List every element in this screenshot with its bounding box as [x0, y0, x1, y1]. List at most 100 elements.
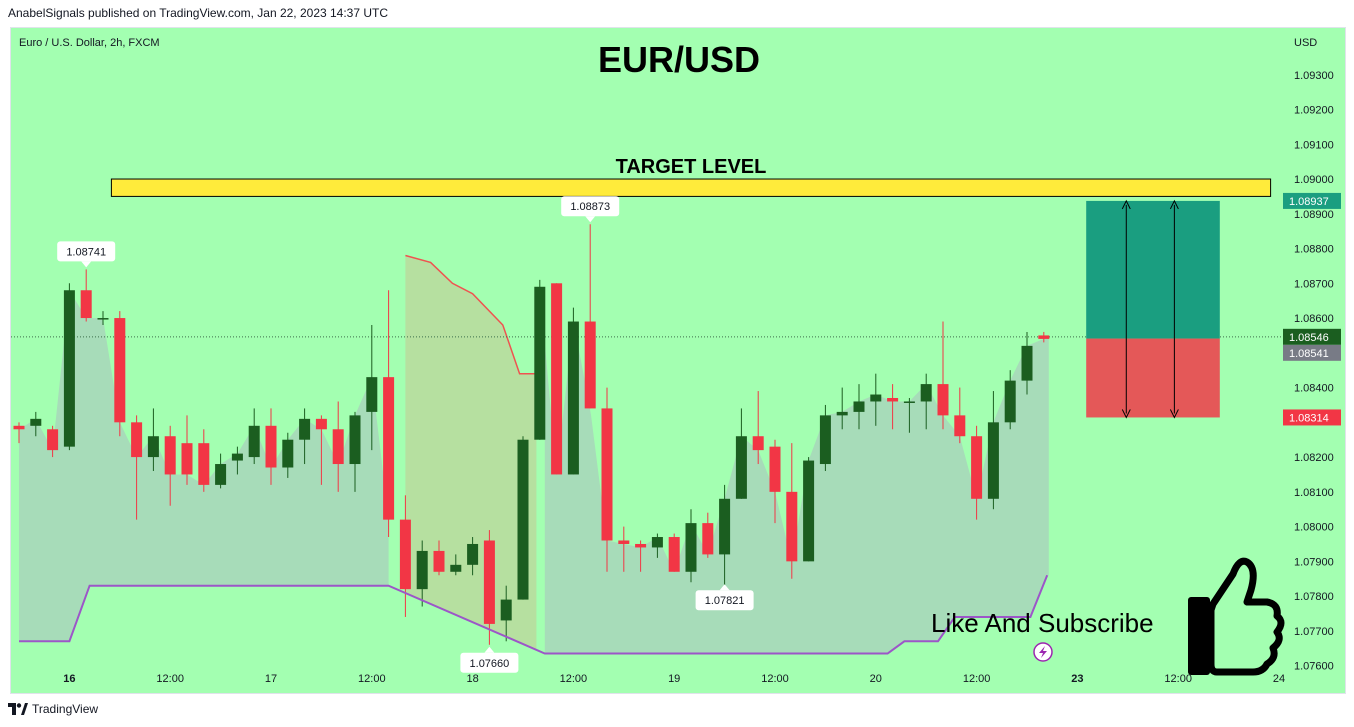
stop-loss-zone[interactable]	[1086, 338, 1220, 418]
candle[interactable]	[903, 397, 915, 433]
candle[interactable]	[433, 540, 445, 576]
axis-price-marker: 1.08546	[1283, 328, 1341, 345]
candle-body	[651, 537, 663, 548]
y-tick-label: 1.08000	[1294, 522, 1334, 534]
candle[interactable]	[500, 585, 512, 642]
candle[interactable]	[635, 540, 647, 572]
candle[interactable]	[332, 401, 344, 492]
candle[interactable]	[483, 530, 495, 645]
candle[interactable]	[920, 373, 932, 430]
candle[interactable]	[987, 391, 999, 510]
y-tick-label: 1.08700	[1294, 278, 1334, 290]
candle-body	[517, 439, 529, 600]
candle[interactable]	[584, 224, 596, 409]
target-level[interactable]: TARGET LEVEL	[110, 156, 1272, 197]
candle[interactable]	[735, 408, 747, 499]
candle[interactable]	[416, 540, 428, 607]
candle[interactable]	[651, 533, 663, 558]
candle[interactable]	[870, 373, 882, 426]
candle[interactable]	[853, 384, 865, 430]
candle-body	[265, 425, 277, 468]
chart-panel[interactable]: TARGET LEVEL 1.08741 1.08873 1.07660 1.0782…	[10, 27, 1346, 694]
position-tool[interactable]	[1086, 199, 1220, 419]
candle[interactable]	[349, 411, 361, 492]
candle[interactable]	[534, 279, 546, 440]
candle[interactable]	[685, 509, 697, 583]
price-callout-tip	[585, 216, 596, 223]
candle-body	[47, 429, 59, 451]
candles-layer	[13, 224, 1050, 645]
candle[interactable]	[467, 537, 479, 576]
candle[interactable]	[114, 311, 126, 437]
candle[interactable]	[702, 512, 714, 558]
candlestick-chart[interactable]: TARGET LEVEL 1.08741 1.08873 1.07660 1.0782…	[11, 28, 1345, 693]
candle[interactable]	[752, 391, 764, 465]
candle[interactable]	[971, 425, 983, 520]
candle[interactable]	[601, 387, 613, 572]
candle-body	[181, 443, 193, 475]
footer-brand-label: TradingView	[32, 702, 99, 716]
axis-price-marker: 1.08937	[1283, 192, 1341, 209]
candle[interactable]	[954, 387, 966, 444]
y-tick-label: 1.07600	[1294, 661, 1334, 673]
candle-body	[248, 425, 260, 458]
take-profit-zone[interactable]	[1086, 200, 1220, 339]
candle[interactable]	[265, 408, 277, 485]
target-level-band[interactable]	[110, 178, 1272, 197]
candle[interactable]	[450, 554, 462, 576]
candle[interactable]	[30, 411, 42, 437]
candle[interactable]	[231, 446, 243, 475]
candle[interactable]	[517, 436, 529, 600]
candle[interactable]	[131, 415, 143, 520]
candle[interactable]	[836, 387, 848, 430]
candle[interactable]	[47, 425, 59, 458]
y-tick-label: 1.07700	[1294, 626, 1334, 638]
candle[interactable]	[1038, 331, 1050, 343]
candle[interactable]	[786, 443, 798, 579]
candle[interactable]	[719, 484, 731, 590]
candle[interactable]	[383, 290, 395, 538]
candle[interactable]	[299, 408, 311, 465]
candle[interactable]	[164, 425, 176, 506]
candle[interactable]	[803, 457, 815, 562]
candle[interactable]	[366, 325, 378, 451]
candle[interactable]	[248, 408, 260, 465]
arrow-head-down	[1121, 409, 1131, 419]
subscribe-text: Like And Subscribe	[931, 608, 1154, 638]
lightning-icon[interactable]	[1033, 642, 1053, 662]
axis-marker-bg	[1283, 409, 1341, 426]
candle[interactable]	[13, 422, 25, 444]
candle[interactable]	[399, 495, 411, 617]
candle-body	[702, 523, 714, 555]
candle-body	[416, 550, 428, 590]
candle[interactable]	[1021, 331, 1033, 395]
candle[interactable]	[80, 269, 92, 322]
candle-body	[1004, 380, 1016, 423]
candle[interactable]	[198, 429, 210, 492]
candle[interactable]	[618, 526, 630, 572]
candle[interactable]	[551, 283, 563, 475]
currency-label: USD	[1294, 37, 1317, 49]
candle[interactable]	[315, 415, 327, 485]
candle-body	[1038, 335, 1050, 339]
candle-body	[584, 321, 596, 409]
candle[interactable]	[97, 311, 109, 326]
candle[interactable]	[181, 415, 193, 485]
candle[interactable]	[147, 408, 159, 471]
footer-brand[interactable]: TradingView	[8, 702, 98, 716]
price-callout: 1.07660	[460, 646, 519, 673]
candle[interactable]	[819, 404, 831, 471]
candle[interactable]	[63, 283, 75, 451]
candle[interactable]	[668, 533, 680, 572]
candle-body	[819, 415, 831, 465]
candle[interactable]	[567, 307, 579, 475]
candle[interactable]	[887, 384, 899, 430]
candle[interactable]	[769, 439, 781, 524]
candle[interactable]	[1004, 370, 1016, 430]
y-tick-label: 1.08800	[1294, 244, 1334, 256]
candle[interactable]	[215, 453, 227, 489]
candle-body	[500, 599, 512, 621]
candle[interactable]	[937, 321, 949, 430]
candle[interactable]	[282, 432, 294, 478]
price-callout-text: 1.08873	[570, 201, 610, 213]
